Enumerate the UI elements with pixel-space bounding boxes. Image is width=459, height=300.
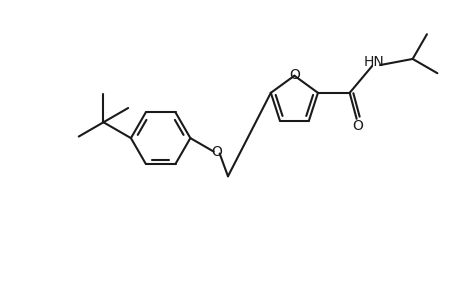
Text: O: O	[211, 145, 222, 159]
Text: HN: HN	[363, 55, 384, 69]
Text: O: O	[288, 68, 299, 82]
Text: O: O	[352, 119, 362, 133]
